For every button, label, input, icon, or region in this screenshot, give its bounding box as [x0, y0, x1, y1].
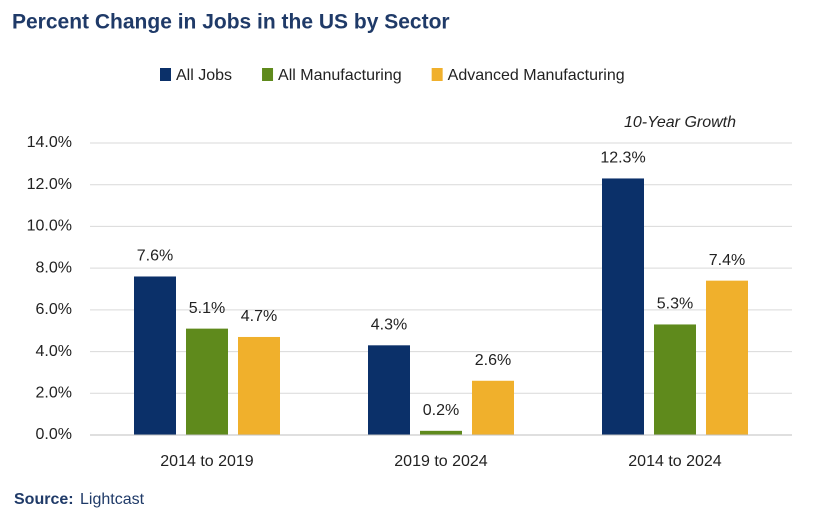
bar — [706, 280, 748, 435]
y-tick-label: 10.0% — [27, 218, 72, 235]
value-label: 12.3% — [600, 150, 645, 167]
bar — [654, 324, 696, 435]
legend-label: Advanced Manufacturing — [448, 67, 625, 84]
bar — [134, 276, 176, 435]
annotation: 10-Year Growth — [624, 114, 736, 131]
bar — [238, 336, 280, 435]
legend-swatch — [160, 68, 171, 81]
source-name: Lightcast — [80, 491, 145, 508]
value-label: 7.4% — [709, 252, 745, 269]
y-tick-label: 4.0% — [36, 343, 72, 360]
bar — [368, 345, 410, 435]
value-label: 5.1% — [189, 300, 225, 317]
value-label: 7.6% — [137, 248, 173, 265]
value-label: 4.7% — [241, 308, 277, 325]
y-tick-label: 6.0% — [36, 301, 72, 318]
bar — [472, 380, 514, 435]
y-tick-label: 12.0% — [27, 176, 72, 193]
y-tick-label: 0.0% — [36, 426, 72, 443]
bar — [420, 430, 462, 435]
chart-title: Percent Change in Jobs in the US by Sect… — [12, 11, 450, 34]
value-label: 5.3% — [657, 296, 693, 313]
value-label: 2.6% — [475, 352, 511, 369]
value-label: 4.3% — [371, 317, 407, 334]
y-tick-label: 2.0% — [36, 385, 72, 402]
bar — [186, 328, 228, 435]
legend-swatch — [431, 68, 443, 81]
x-tick-label: 2014 to 2024 — [628, 453, 722, 470]
source-label: Source: — [14, 491, 74, 508]
value-label: 0.2% — [423, 402, 459, 419]
bar — [602, 178, 644, 435]
x-tick-label: 2014 to 2019 — [160, 453, 254, 470]
x-tick-label: 2019 to 2024 — [394, 453, 488, 470]
y-tick-label: 14.0% — [27, 134, 72, 151]
y-tick-label: 8.0% — [36, 259, 72, 276]
legend-swatch — [262, 68, 274, 81]
legend-label: All Manufacturing — [278, 67, 402, 84]
legend-label: All Jobs — [176, 67, 232, 84]
